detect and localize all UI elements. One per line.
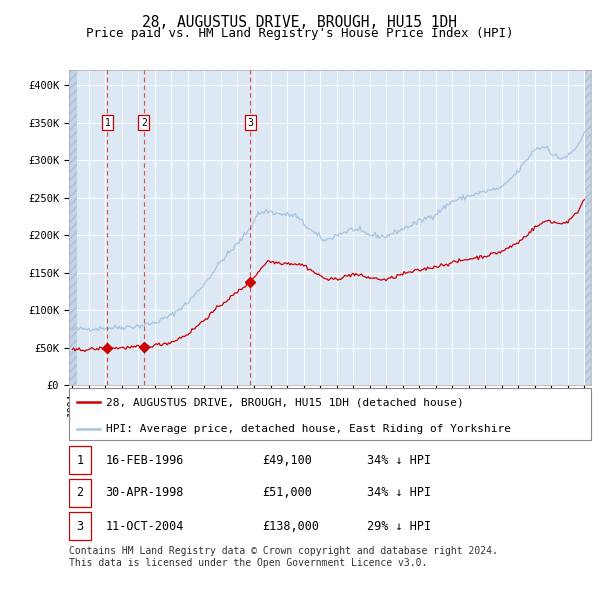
Text: 3: 3 xyxy=(247,117,253,127)
FancyBboxPatch shape xyxy=(69,388,591,440)
Text: 30-APR-1998: 30-APR-1998 xyxy=(106,487,184,500)
FancyBboxPatch shape xyxy=(69,446,91,474)
Bar xyxy=(67,63,77,385)
Text: 34% ↓ HPI: 34% ↓ HPI xyxy=(367,454,431,467)
Text: 2: 2 xyxy=(76,487,83,500)
Text: 1: 1 xyxy=(76,454,83,467)
Text: £138,000: £138,000 xyxy=(262,520,319,533)
Text: 1: 1 xyxy=(104,117,110,127)
FancyBboxPatch shape xyxy=(69,512,91,540)
Text: 16-FEB-1996: 16-FEB-1996 xyxy=(106,454,184,467)
Bar xyxy=(585,63,593,385)
Text: 28, AUGUSTUS DRIVE, BROUGH, HU15 1DH: 28, AUGUSTUS DRIVE, BROUGH, HU15 1DH xyxy=(143,15,458,30)
Text: 2: 2 xyxy=(141,117,147,127)
Text: 3: 3 xyxy=(76,520,83,533)
FancyBboxPatch shape xyxy=(69,479,91,507)
Text: 34% ↓ HPI: 34% ↓ HPI xyxy=(367,487,431,500)
Text: Contains HM Land Registry data © Crown copyright and database right 2024.
This d: Contains HM Land Registry data © Crown c… xyxy=(69,546,498,568)
Text: HPI: Average price, detached house, East Riding of Yorkshire: HPI: Average price, detached house, East… xyxy=(106,424,511,434)
Text: 29% ↓ HPI: 29% ↓ HPI xyxy=(367,520,431,533)
Text: £49,100: £49,100 xyxy=(262,454,312,467)
Text: Price paid vs. HM Land Registry's House Price Index (HPI): Price paid vs. HM Land Registry's House … xyxy=(86,27,514,40)
Text: 28, AUGUSTUS DRIVE, BROUGH, HU15 1DH (detached house): 28, AUGUSTUS DRIVE, BROUGH, HU15 1DH (de… xyxy=(106,397,463,407)
Text: £51,000: £51,000 xyxy=(262,487,312,500)
Text: 11-OCT-2004: 11-OCT-2004 xyxy=(106,520,184,533)
